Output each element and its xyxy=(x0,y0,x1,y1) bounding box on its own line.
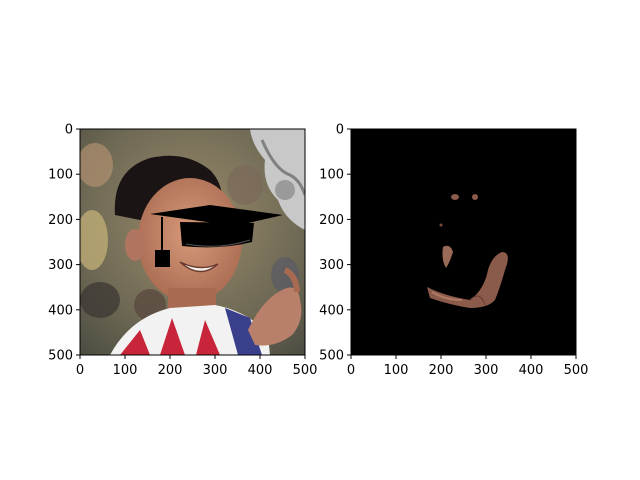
trophy xyxy=(250,129,305,230)
left-x-tick-label: 400 xyxy=(248,363,273,378)
left-y-tick-label: 200 xyxy=(48,213,73,228)
right-y-tick-label: 400 xyxy=(319,303,344,318)
right-x-tick-label: 500 xyxy=(564,363,589,378)
left-x-tick-label: 200 xyxy=(158,363,183,378)
left-x-tick-label: 500 xyxy=(293,363,318,378)
left-x-tick-label: 300 xyxy=(203,363,228,378)
left-y-tick-label: 400 xyxy=(48,303,73,318)
right-x-tick-label: 200 xyxy=(429,363,454,378)
left-image-panel xyxy=(79,128,306,356)
left-y-tick-label: 500 xyxy=(48,349,73,364)
right-y-tick-label: 300 xyxy=(319,258,344,273)
right-x-tick-label: 400 xyxy=(519,363,544,378)
left-x-tick-label: 0 xyxy=(76,363,84,378)
right-x-tick-label: 100 xyxy=(384,363,409,378)
right-y-tick-label: 500 xyxy=(319,349,344,364)
graduation-cap xyxy=(150,205,283,267)
left-y-tick-label: 0 xyxy=(65,123,73,138)
right-image-panel xyxy=(350,128,577,356)
right-x-tick-label: 0 xyxy=(347,363,355,378)
left-y-tick-label: 300 xyxy=(48,258,73,273)
right-x-tick-label: 300 xyxy=(474,363,499,378)
right-y-tick-label: 200 xyxy=(319,213,344,228)
right-y-tick-label: 0 xyxy=(336,123,344,138)
right-y-tick-label: 100 xyxy=(319,168,344,183)
left-y-tick-label: 100 xyxy=(48,168,73,183)
left-x-tick-label: 100 xyxy=(113,363,138,378)
